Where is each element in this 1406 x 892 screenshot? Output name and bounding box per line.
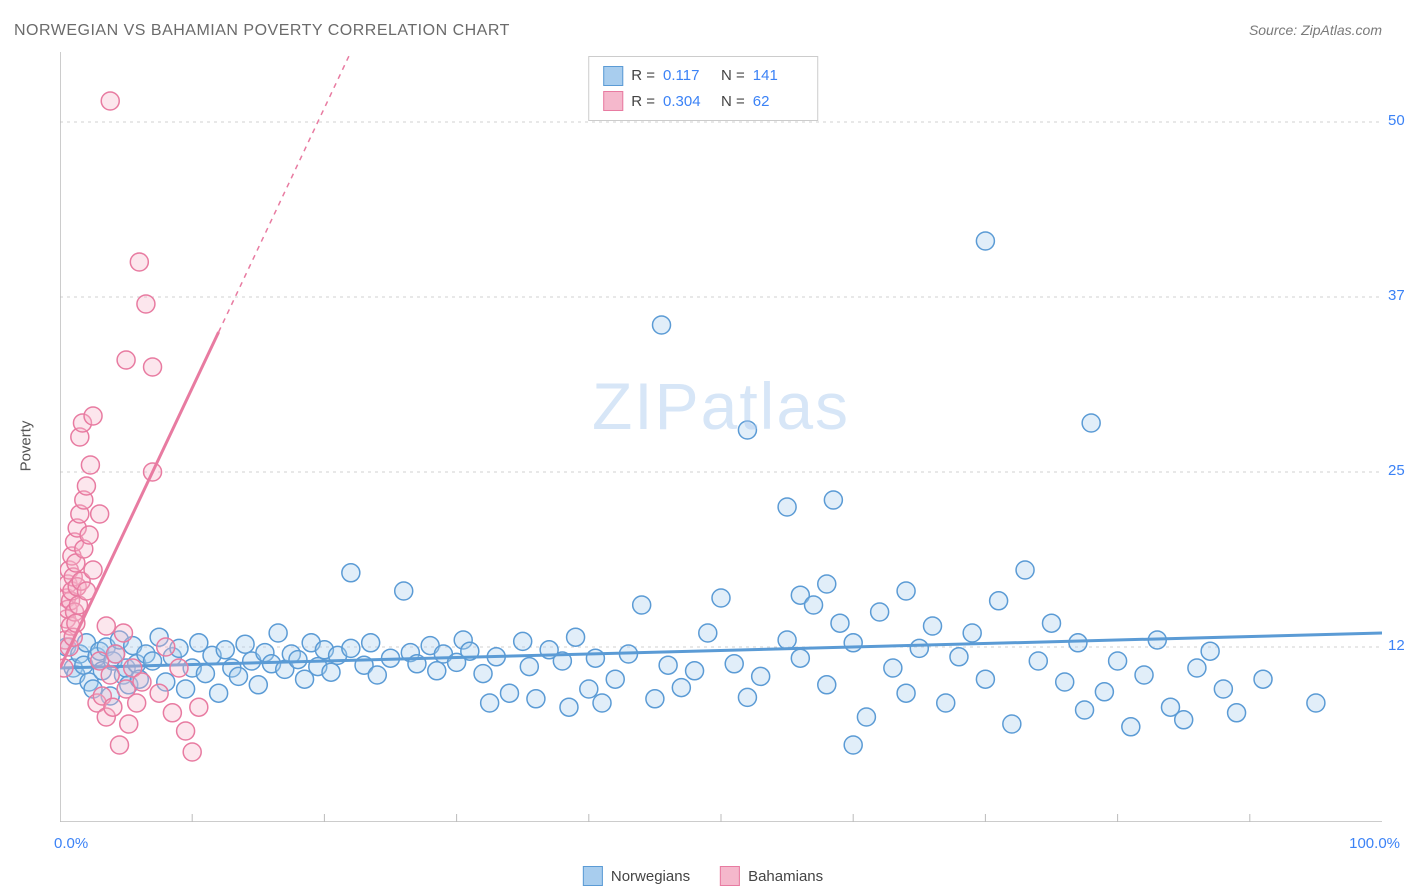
legend-series-label: Bahamians [748,868,823,885]
legend-series: Norwegians Bahamians [583,866,823,886]
y-tick-label: 12.5% [1388,637,1406,654]
x-tick-label: 100.0% [1349,835,1400,852]
y-axis-label: Poverty [18,421,35,472]
legend-stats-row: R = 0.304 N = 62 [603,89,803,115]
legend-r-value: 0.117 [663,63,713,89]
chart-title: NORWEGIAN VS BAHAMIAN POVERTY CORRELATIO… [14,22,510,40]
plot-area: ZIPatlas 12.5%25.0%37.5%50.0%0.0%100.0% [60,52,1382,822]
legend-swatch [583,866,603,886]
source-attribution: Source: ZipAtlas.com [1249,22,1382,38]
legend-series-label: Norwegians [611,868,690,885]
y-tick-label: 25.0% [1388,462,1406,479]
legend-n-label: N = [721,63,745,89]
legend-r-label: R = [631,89,655,115]
legend-n-value: 141 [753,63,803,89]
legend-r-value: 0.304 [663,89,713,115]
legend-n-label: N = [721,89,745,115]
scatter-svg [60,52,1382,822]
legend-swatch [720,866,740,886]
legend-swatch [603,91,623,111]
y-tick-label: 37.5% [1388,287,1406,304]
legend-series-item: Bahamians [720,866,823,886]
legend-n-value: 62 [753,89,803,115]
legend-r-label: R = [631,63,655,89]
legend-stats: R = 0.117 N = 141 R = 0.304 N = 62 [588,56,818,121]
x-tick-label: 0.0% [54,835,88,852]
legend-swatch [603,66,623,86]
y-tick-label: 50.0% [1388,112,1406,129]
legend-series-item: Norwegians [583,866,690,886]
legend-stats-row: R = 0.117 N = 141 [603,63,803,89]
